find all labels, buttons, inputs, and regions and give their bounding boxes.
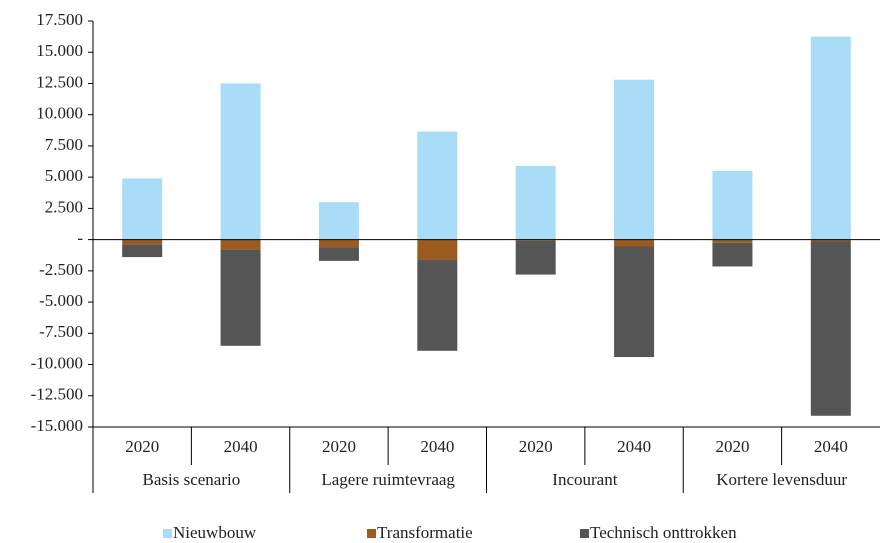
legend-label: Technisch onttrokken <box>590 523 737 542</box>
y-tick-label: -7.500 <box>39 322 83 341</box>
bar <box>417 259 458 351</box>
bar <box>515 165 556 240</box>
y-tick-label: 17.500 <box>36 10 83 29</box>
bar <box>220 239 261 250</box>
bar <box>122 244 163 258</box>
bar <box>712 170 753 240</box>
x-tick-label: 2020 <box>322 437 356 456</box>
legend-swatch <box>367 529 376 538</box>
bar <box>810 239 851 242</box>
legend-label: Transformatie <box>377 523 473 542</box>
x-tick-label: 2020 <box>519 437 553 456</box>
bar <box>318 239 359 248</box>
x-tick-label: 2040 <box>224 437 258 456</box>
y-tick-label: 5.000 <box>45 166 83 185</box>
group-label: Lagere ruimtevraag <box>321 470 455 489</box>
y-tick-label: -12.500 <box>31 385 83 404</box>
bar <box>417 239 458 260</box>
bar <box>122 239 163 245</box>
bar <box>515 240 556 275</box>
bar <box>318 202 359 240</box>
legend-swatch <box>580 529 589 538</box>
y-tick-label: 7.500 <box>45 135 83 154</box>
x-tick-label: 2020 <box>715 437 749 456</box>
x-tick-label: 2040 <box>814 437 848 456</box>
y-tick-label: 12.500 <box>36 72 83 91</box>
bar <box>614 239 655 247</box>
y-tick-label: -5.000 <box>39 291 83 310</box>
legend-swatch <box>163 529 172 538</box>
bar <box>810 241 851 416</box>
bar <box>515 239 556 241</box>
y-tick-label: 15.000 <box>36 41 83 60</box>
bar <box>810 36 851 240</box>
y-tick-label: - <box>77 229 83 248</box>
bar <box>417 131 458 240</box>
bar <box>220 249 261 346</box>
y-tick-label: 10.000 <box>36 104 83 123</box>
x-tick-label: 2040 <box>420 437 454 456</box>
bar <box>614 246 655 358</box>
bar <box>122 178 163 240</box>
group-label: Incourant <box>552 470 617 489</box>
x-tick-label: 2020 <box>125 437 159 456</box>
y-tick-label: -15.000 <box>31 416 83 435</box>
legend-label: Nieuwbouw <box>173 523 257 542</box>
y-tick-label: -10.000 <box>31 353 83 372</box>
bar <box>318 247 359 261</box>
bar <box>712 242 753 267</box>
y-tick-label: -2.500 <box>39 260 83 279</box>
group-label: Kortere levensduur <box>716 470 847 489</box>
group-label: Basis scenario <box>143 470 241 489</box>
x-tick-label: 2040 <box>617 437 651 456</box>
bar <box>712 239 753 243</box>
bar <box>614 79 655 240</box>
y-tick-label: 2.500 <box>45 197 83 216</box>
bar <box>220 83 261 240</box>
